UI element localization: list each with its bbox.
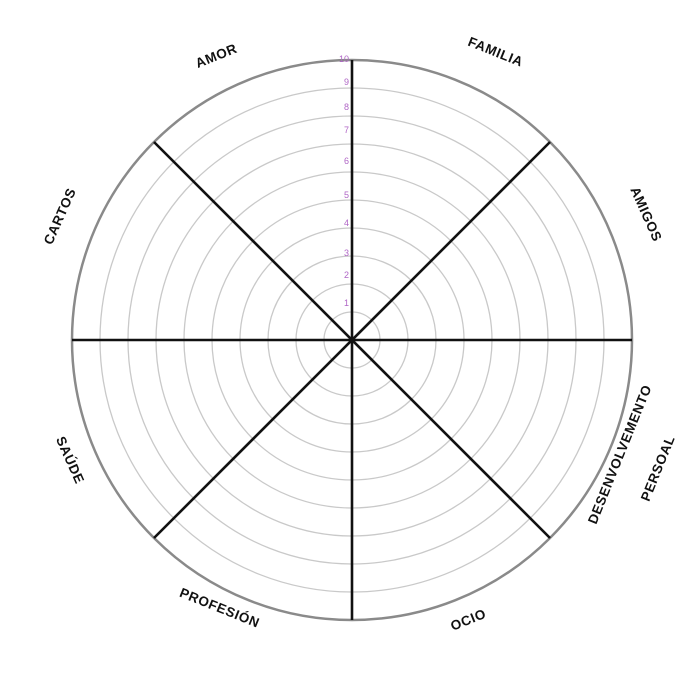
scale-label-2: 2 bbox=[344, 270, 349, 280]
scale-label-10: 10 bbox=[339, 54, 349, 64]
scale-labels: 1 2 3 4 5 6 7 8 9 10 bbox=[339, 54, 349, 308]
scale-label-4: 4 bbox=[344, 218, 349, 228]
segment-label-profesion: PROFESIÓN bbox=[178, 585, 262, 631]
segment-label-persoal: PERSOAL bbox=[638, 433, 678, 503]
scale-label-3: 3 bbox=[344, 248, 349, 258]
segment-label-ocio: OCIO bbox=[448, 606, 488, 634]
segment-label-amor: AMOR bbox=[193, 41, 239, 71]
scale-label-5: 5 bbox=[344, 190, 349, 200]
segment-label-familia: FAMILIA bbox=[466, 34, 526, 70]
scale-label-6: 6 bbox=[344, 156, 349, 166]
spoke-diagonal-2 bbox=[153, 141, 551, 539]
segment-label-saude: SAÚDE bbox=[53, 434, 87, 486]
scale-label-1: 1 bbox=[344, 298, 349, 308]
spoke-group bbox=[72, 60, 632, 620]
scale-label-8: 8 bbox=[344, 102, 349, 112]
scale-label-7: 7 bbox=[344, 125, 349, 135]
segment-label-cartos: CARTOS bbox=[41, 186, 79, 247]
scale-label-9: 9 bbox=[344, 77, 349, 87]
segment-label-amigos: AMIGOS bbox=[627, 184, 664, 243]
